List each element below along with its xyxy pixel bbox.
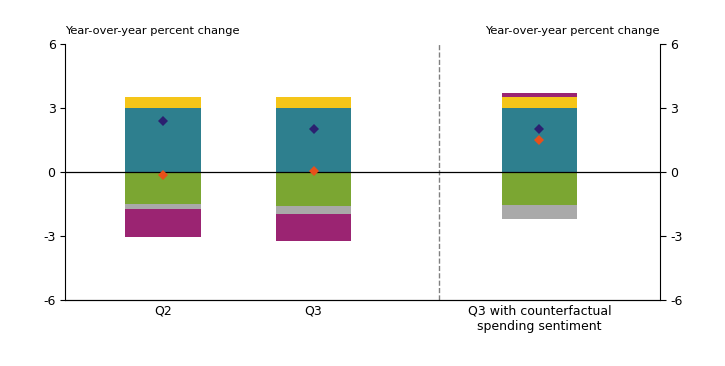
Bar <box>125 209 201 237</box>
Bar <box>502 97 577 108</box>
Bar <box>276 108 351 172</box>
Bar <box>276 214 351 242</box>
Bar <box>276 206 351 214</box>
Bar <box>125 108 201 172</box>
Bar <box>502 205 577 219</box>
Bar <box>502 108 577 172</box>
Text: Year-over-year percent change: Year-over-year percent change <box>65 26 240 36</box>
Bar <box>502 93 577 97</box>
Bar <box>125 97 201 108</box>
Bar <box>502 172 577 205</box>
Text: Year-over-year percent change: Year-over-year percent change <box>485 26 660 36</box>
Bar <box>276 172 351 206</box>
Bar <box>276 97 351 108</box>
Bar <box>125 204 201 209</box>
Bar <box>125 172 201 204</box>
